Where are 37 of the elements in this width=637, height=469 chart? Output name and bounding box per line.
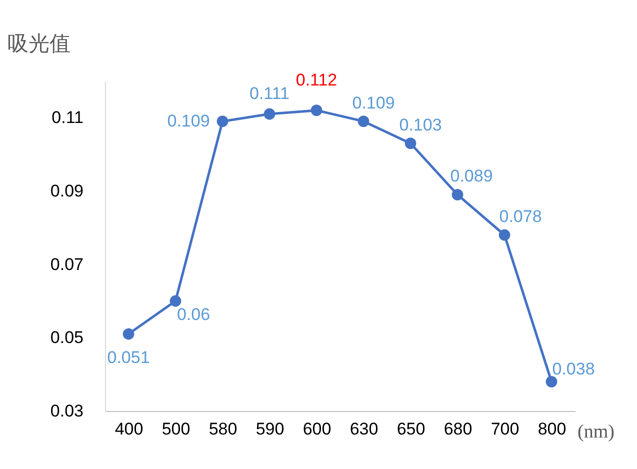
x-tick-label: 500 — [162, 420, 190, 438]
data-label: 0.109 — [167, 111, 210, 130]
y-tick-label: 0.03 — [50, 402, 84, 420]
x-tick-label: 800 — [538, 420, 566, 438]
point — [546, 376, 558, 388]
x-tick-label: 600 — [302, 420, 332, 438]
data-label: 0.078 — [499, 207, 542, 226]
point — [264, 108, 276, 120]
y-tick-label: 0.05 — [50, 328, 84, 348]
x-tick-label: 580 — [208, 420, 238, 438]
x-tick-label: 400 — [114, 420, 144, 438]
y-axis-title: 吸光值 — [8, 32, 70, 56]
x-tick-label: 630 — [350, 420, 378, 438]
data-label: 0.06 — [176, 305, 210, 324]
point — [452, 188, 464, 200]
point — [216, 116, 228, 128]
point — [358, 116, 370, 128]
point — [122, 328, 134, 340]
x-tick-label: 680 — [444, 420, 472, 438]
y-tick-label: 0.09 — [50, 182, 84, 200]
data-label: 0.111 — [249, 84, 290, 103]
point — [310, 104, 322, 116]
x-tick-label: 650 — [396, 420, 426, 438]
point — [498, 229, 510, 241]
annotation: 0.112 — [296, 70, 338, 90]
point — [404, 138, 416, 150]
data-label: 0.109 — [352, 93, 395, 112]
data-label: 0.038 — [552, 360, 595, 379]
x-axis-title: (nm) — [578, 422, 614, 442]
point — [170, 295, 182, 307]
data-label: 0.089 — [450, 166, 493, 186]
x-tick-label: 590 — [256, 420, 284, 438]
y-tick-label: 0.11 — [52, 108, 84, 128]
data-label: 0.103 — [399, 115, 442, 134]
data-label: 0.051 — [107, 348, 150, 367]
y-tick-label: 0.07 — [50, 254, 84, 274]
x-tick-label: 700 — [490, 420, 520, 438]
